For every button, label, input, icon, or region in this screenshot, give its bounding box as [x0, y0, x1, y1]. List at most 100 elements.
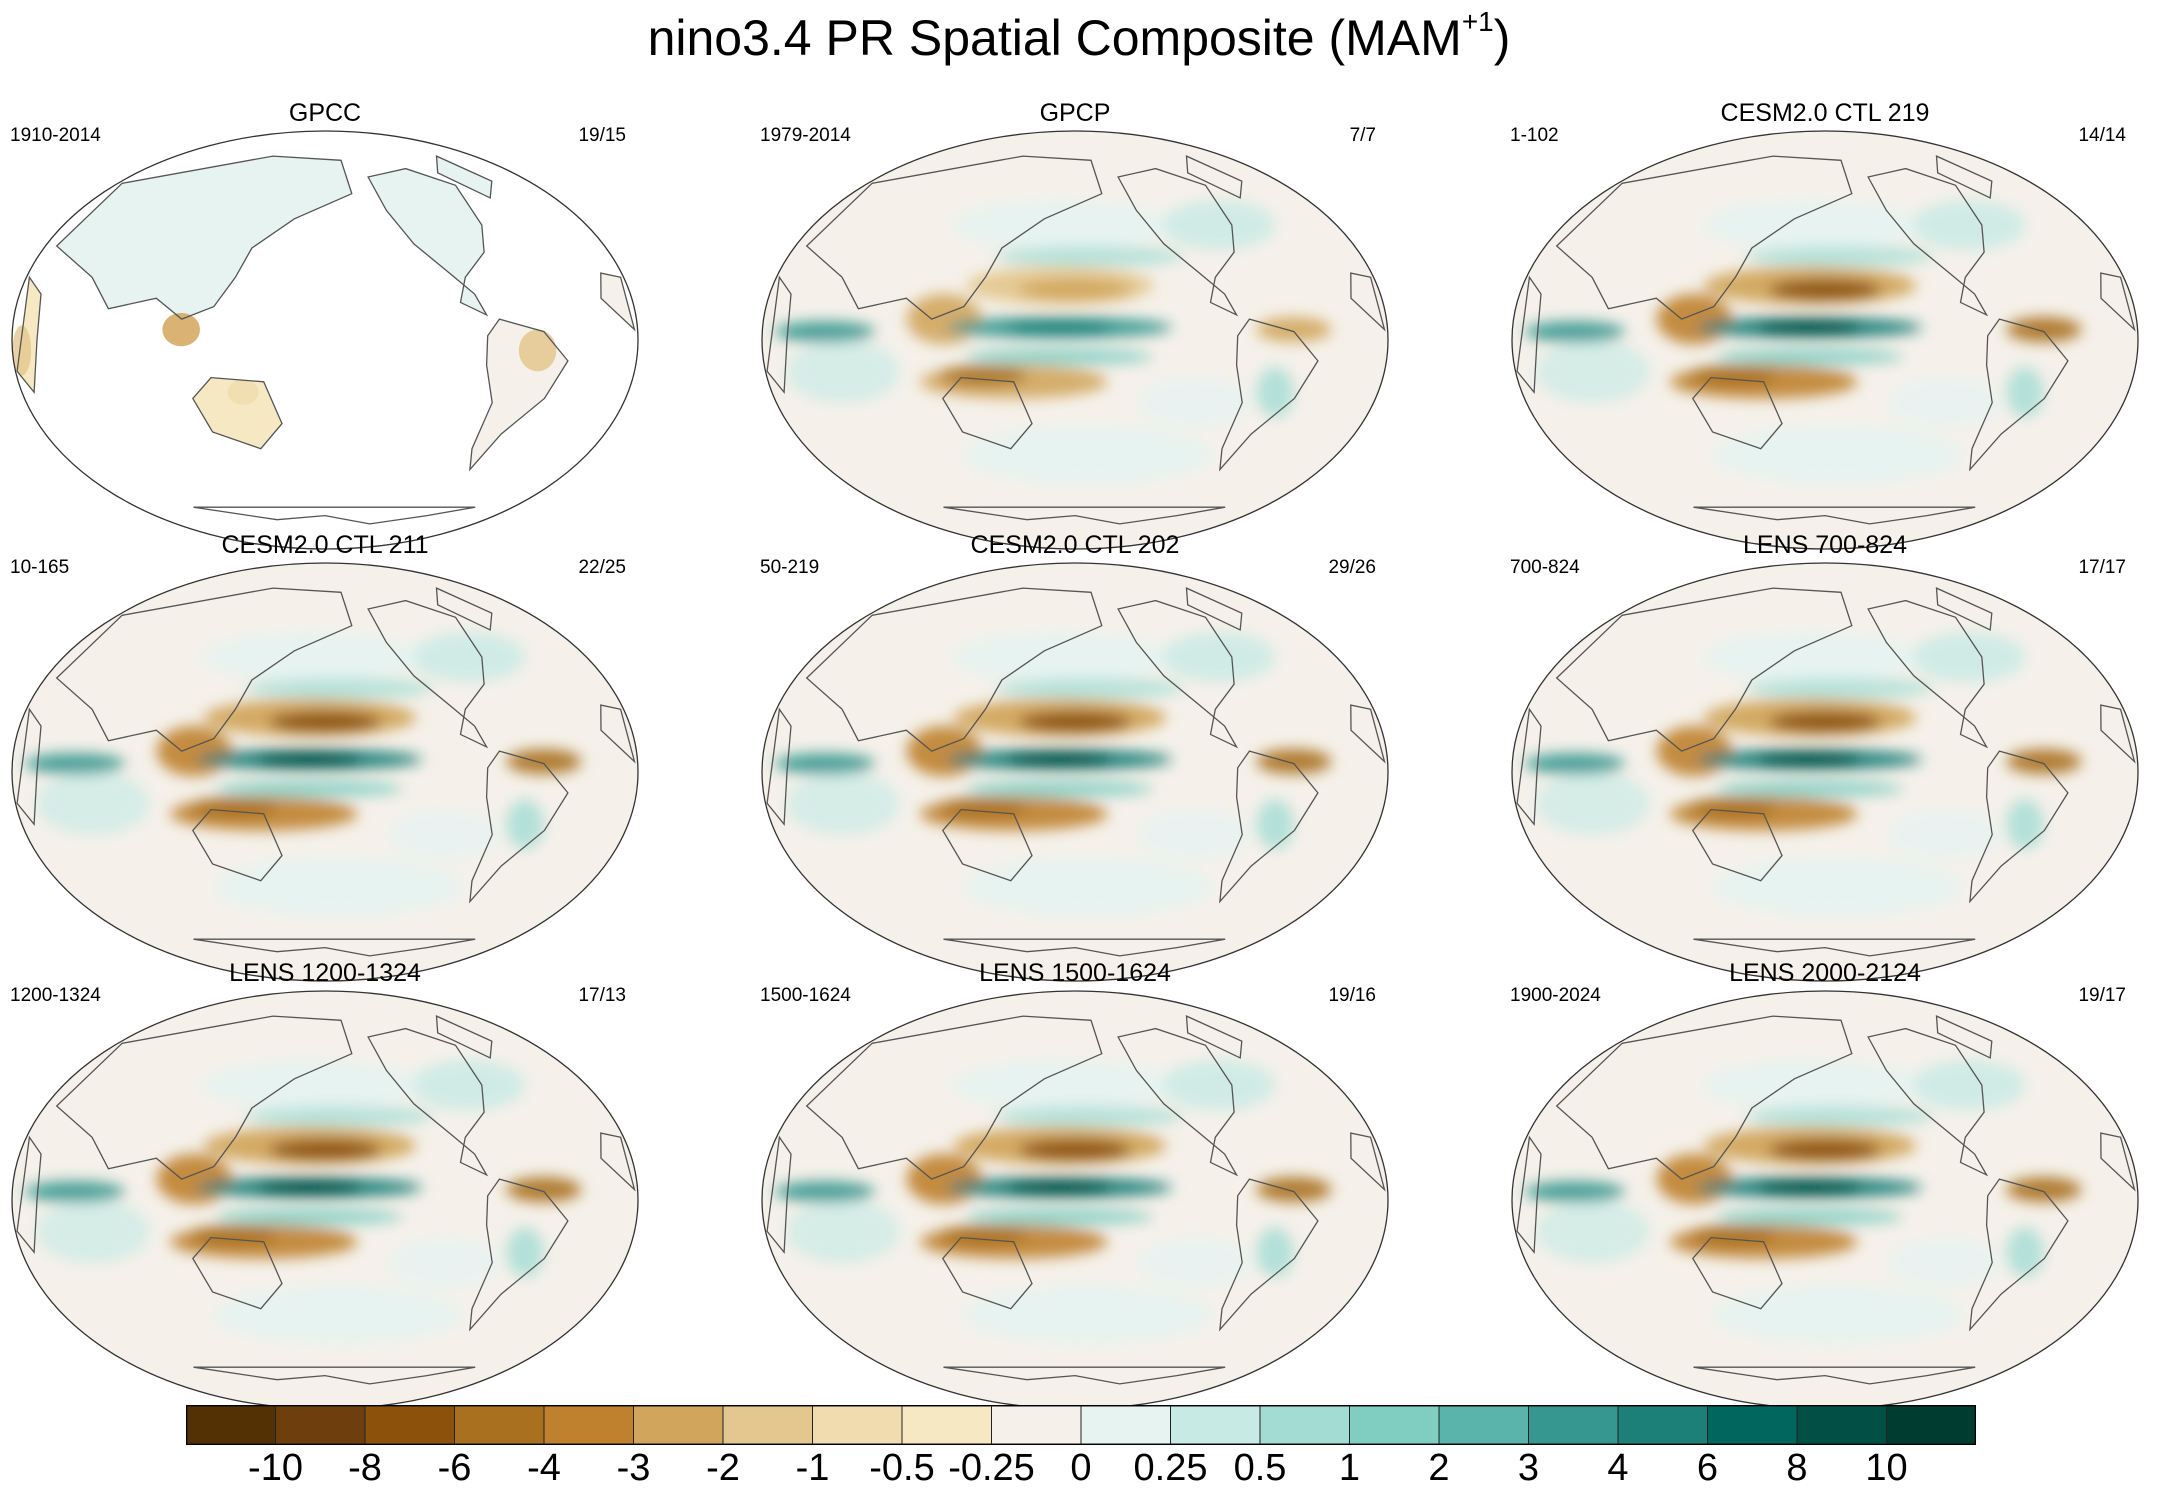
- panel-years: 1500-1624: [760, 985, 851, 1006]
- anomaly-indian-wet: [774, 1181, 875, 1203]
- colorbar-swatch: [1886, 1405, 1976, 1445]
- anomaly-north-pacific: [952, 199, 1172, 251]
- coastline-antarctica: [1693, 506, 1976, 525]
- coastline-asia: [1555, 587, 1853, 752]
- coastline-northAmerica: [367, 167, 489, 317]
- anomaly-southeast-pacific: [1888, 809, 2001, 860]
- panel-years: 1910-2014: [10, 125, 101, 146]
- coastline-northAmerica: [1867, 1027, 1989, 1177]
- anomaly-south-dry-core: [188, 1225, 277, 1246]
- map-field: [12, 563, 638, 981]
- coastline-northAmerica: [1117, 1027, 1239, 1177]
- anomaly-africa-east: [12, 325, 32, 376]
- anomaly-atlantic-dry: [1256, 1177, 1332, 1203]
- colorbar-tick-label: -2: [706, 1447, 740, 1489]
- anomaly-north-pacific: [202, 1059, 422, 1111]
- map-panel: GPCC 1910-2014 19/15: [0, 98, 650, 558]
- anomaly-south-dry-core: [188, 797, 277, 818]
- figure-title-close: ): [1493, 10, 1511, 66]
- coastline-greenland: [1935, 587, 1993, 631]
- land-fill-northAmerica: [368, 168, 487, 315]
- anomaly-north-dry-core: [1018, 279, 1132, 301]
- panel-title: LENS 2000-2124: [1729, 959, 1921, 987]
- colorbar-swatch: [1259, 1405, 1351, 1445]
- map-field: [762, 563, 1388, 981]
- anomaly-north-wet: [245, 1105, 434, 1127]
- anomaly-atlantic-dry: [506, 749, 582, 775]
- anomaly-south-pacific: [962, 1285, 1214, 1345]
- coastline-africaEast: [1516, 707, 1542, 827]
- anomaly-spcz-wet: [215, 1208, 404, 1226]
- map-projection: [11, 562, 639, 982]
- map-border: [761, 130, 1389, 550]
- anomaly-indian-wet: [1524, 753, 1625, 775]
- coastline-greenland: [1185, 1015, 1243, 1059]
- panel-title: LENS 1200-1324: [229, 959, 421, 987]
- anomaly-north-atlantic: [412, 1059, 526, 1111]
- panel-event-count: 17/13: [578, 985, 626, 1006]
- anomaly-indian-ocean: [1536, 772, 1650, 835]
- coastline-southAmerica: [1969, 1178, 2069, 1332]
- map-panel: LENS 1200-1324 1200-1324 17/13: [0, 958, 650, 1418]
- anomaly-atlantic-dry: [2006, 1177, 2082, 1203]
- anomaly-atlantic-dry: [506, 1177, 582, 1203]
- anomaly-north-atlantic: [412, 631, 526, 683]
- coastline-antarctica: [943, 1366, 1226, 1385]
- anomaly-north-atlantic: [1162, 631, 1276, 683]
- anomaly-southeast-pacific: [388, 1237, 501, 1288]
- colorbar-tick-label: -3: [616, 1447, 651, 1489]
- coastline-greenland: [435, 587, 493, 631]
- colorbar-tick-label: -6: [437, 1447, 472, 1489]
- panel-years: 1979-2014: [760, 125, 851, 146]
- anomaly-indian-ocean: [786, 772, 900, 835]
- anomaly-spcz-wet: [1715, 1208, 1904, 1226]
- anomaly-south-pacific: [962, 857, 1214, 917]
- anomaly-north-pacific: [1702, 1059, 1922, 1111]
- coastline-australia: [942, 808, 1033, 882]
- colorbar-swatch: [1349, 1405, 1440, 1445]
- anomaly-south-dry-core: [1688, 797, 1777, 818]
- coastline-northAmerica: [367, 1027, 489, 1177]
- anomaly-north-dry-core: [268, 1139, 382, 1161]
- anomaly-indian-ocean: [36, 772, 150, 835]
- anomaly-southeast-pacific: [388, 809, 501, 860]
- map-field: [1512, 131, 2138, 549]
- anomaly-southeast-pacific: [1138, 1237, 1251, 1288]
- map-projection: [761, 130, 1389, 550]
- coastline-asia: [805, 587, 1103, 752]
- map-field: [12, 131, 638, 549]
- anomaly-south-dry-core: [938, 797, 1027, 818]
- anomaly-equatorial-wet-core: [1006, 320, 1113, 335]
- anomaly-spcz-wet: [965, 1208, 1154, 1226]
- coastline-australia: [1692, 1236, 1783, 1310]
- land-fill-greenland: [436, 156, 492, 198]
- anomaly-south-dry-core: [1688, 365, 1777, 386]
- colorbar-tick-label: 0.25: [1133, 1447, 1208, 1489]
- anomaly-north-pacific: [952, 631, 1172, 683]
- panel-years: 10-165: [10, 557, 70, 578]
- coastline-australia: [942, 1236, 1033, 1310]
- anomaly-spcz-wet: [965, 348, 1154, 366]
- coastline-greenland: [435, 1015, 493, 1059]
- anomaly-equatorial-wet-core: [256, 1180, 363, 1195]
- panel-years: 1-102: [1510, 125, 1559, 146]
- coastline-antarctica: [943, 506, 1226, 525]
- coastline-antarctica: [1693, 938, 1976, 957]
- coastline-greenland: [1935, 1015, 1993, 1059]
- coastline-africaWest: [1350, 1132, 1386, 1192]
- anomaly-indian-ocean: [786, 340, 900, 403]
- map-projection: [761, 990, 1389, 1410]
- panel-years: 1900-2024: [1510, 985, 1601, 1006]
- anomaly-north-wet: [1745, 677, 1934, 699]
- anomaly-maritime-dry: [906, 294, 982, 345]
- anomaly-indian-wet: [774, 753, 875, 775]
- colorbar-swatch: [364, 1405, 456, 1445]
- coastline-asia: [55, 1015, 353, 1180]
- coastline-africaWest: [1350, 704, 1386, 764]
- colorbar-tick-label: 4: [1607, 1447, 1629, 1489]
- anomaly-spcz-wet: [1715, 348, 1904, 366]
- coastline-australia: [942, 376, 1033, 450]
- coastline-asia: [55, 587, 353, 752]
- colorbar: [186, 1405, 1976, 1445]
- coastline-australia: [192, 1236, 283, 1310]
